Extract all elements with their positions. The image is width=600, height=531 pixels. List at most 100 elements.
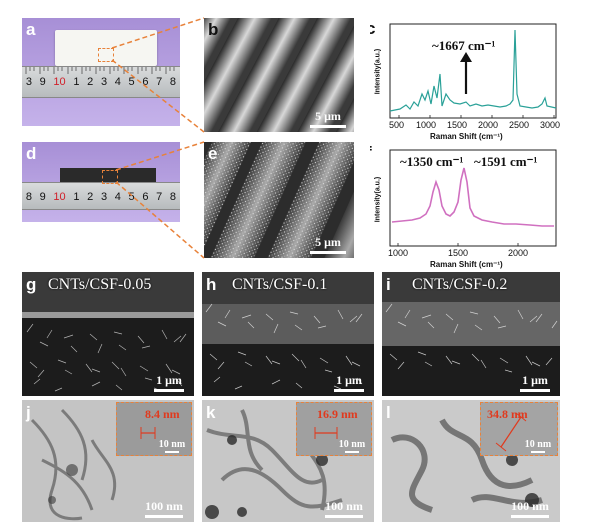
panel-i-sem: i CNTs/CSF-0.2 1 μm — [382, 272, 560, 396]
raman-c-line — [389, 29, 557, 112]
ruler-number: 1 — [73, 76, 80, 88]
sample-label: CNTs/CSF-0.2 — [412, 276, 508, 293]
peak-annotation: ~1667 cm⁻¹ — [432, 38, 496, 53]
ruler-number: 7 — [156, 76, 163, 88]
scale-bar-label: 100 nm — [325, 499, 363, 513]
ruler-number: 4 — [114, 191, 121, 203]
sample-label: CNTs/CSF-0.05 — [48, 276, 152, 293]
panel-b-sem: b 5 μm — [204, 18, 354, 132]
panel-label: j — [26, 403, 31, 422]
scale-bar: 1 μm — [152, 373, 186, 392]
ruler-number: 4 — [114, 76, 121, 88]
panel-f-raman-chart: f ~1350 cm⁻¹ ~1591 cm⁻¹ Intensity(a.u.) … — [370, 144, 560, 270]
x-tick: 1500 — [447, 120, 468, 130]
x-tick: 1000 — [416, 120, 437, 130]
x-tick: 1500 — [448, 248, 469, 258]
inset-wall-thickness: 34.8 nm — [487, 407, 528, 421]
panel-j-tem: 8.4 nm 10 nm j 100 nm — [22, 400, 194, 522]
ruler-number: 6 — [142, 191, 149, 203]
ruler-number: 5 — [128, 76, 135, 88]
ruler: 3 9 10 1 2 3 4 5 6 7 8 — [22, 66, 180, 98]
panel-label: a — [26, 20, 36, 39]
ruler-number: 6 — [142, 76, 149, 88]
scale-bar-label: 100 nm — [511, 499, 549, 513]
inset-scale-bar: 10 nm — [523, 439, 553, 453]
panel-d-photo: 8 9 10 1 2 3 4 5 6 7 8 d — [22, 142, 180, 222]
scale-bar: 5 μm — [308, 109, 348, 128]
inset-hrtem: 8.4 nm 10 nm — [116, 402, 192, 456]
panel-label: h — [206, 275, 217, 294]
peak-annotation-d-band: ~1350 cm⁻¹ — [400, 154, 464, 169]
ruler-number: 10 — [53, 191, 66, 203]
scale-bar: 1 μm — [332, 373, 366, 392]
scale-bar: 1 μm — [518, 373, 552, 392]
ruler-number: 8 — [169, 76, 177, 88]
y-axis-label: Intensity(a.u.) — [374, 176, 382, 223]
inset-hrtem: 16.9 nm 10 nm — [296, 402, 372, 456]
panel-label: g — [26, 275, 37, 294]
ruler-number: 8 — [25, 191, 32, 203]
scale-bar: 5 μm — [308, 235, 348, 254]
scale-bar: 100 nm — [322, 499, 366, 518]
scale-bar-label: 5 μm — [315, 235, 341, 249]
inset-scale-bar: 10 nm — [337, 439, 367, 453]
inset-scale-bar: 10 nm — [157, 439, 187, 453]
selection-box — [102, 170, 118, 184]
panel-label: e — [208, 144, 218, 163]
panel-a-photo: 3 9 10 1 2 3 4 5 6 7 8 a — [22, 18, 180, 126]
inset-hrtem: 34.8 nm 10 nm — [480, 402, 558, 456]
panel-label: k — [206, 403, 216, 422]
x-tick: 500 — [389, 120, 405, 130]
ruler-number: 3 — [100, 191, 108, 203]
x-tick: 2000 — [508, 248, 529, 258]
panel-g-sem: g CNTs/CSF-0.05 1 μm — [22, 272, 194, 396]
raman-f-line — [391, 167, 554, 227]
ruler-number: 3 — [100, 76, 108, 88]
panel-label: d — [26, 144, 37, 163]
inset-wall-thickness: 16.9 nm — [317, 407, 358, 421]
scale-bar-label: 1 μm — [156, 373, 182, 387]
panel-e-sem: e 5 μm — [204, 142, 354, 258]
panel-label: b — [208, 20, 219, 39]
ruler-number: 10 — [53, 76, 66, 88]
ruler-number: 1 — [73, 191, 80, 203]
ruler-number: 5 — [128, 191, 135, 203]
scale-bar-label: 10 nm — [338, 439, 366, 450]
ruler-number: 8 — [169, 191, 177, 203]
panel-c-raman-chart: c ~1667 cm⁻¹ Intensity(a.u.) 500 1000 15… — [370, 14, 560, 142]
panel-l-tem: 34.8 nm 10 nm l 100 nm — [382, 400, 560, 522]
panel-label: f — [370, 144, 372, 161]
panel-label: c — [370, 19, 376, 38]
scale-bar-label: 10 nm — [524, 439, 552, 450]
x-tick: 3000 — [540, 120, 560, 130]
x-axis-label: Raman Shift (cm⁻¹) — [430, 260, 503, 269]
ruler-number: 7 — [156, 191, 163, 203]
selection-box — [98, 48, 114, 62]
scale-bar-label: 100 nm — [145, 499, 183, 513]
x-tick: 2500 — [509, 120, 530, 130]
x-tick: 1000 — [388, 248, 409, 258]
csf-black-block — [60, 168, 156, 184]
x-axis-label: Raman Shift (cm⁻¹) — [430, 132, 503, 141]
peak-annotation-g-band: ~1591 cm⁻¹ — [474, 154, 538, 169]
scale-bar-label: 1 μm — [522, 373, 548, 387]
scale-bar-label: 10 nm — [158, 439, 186, 450]
ruler-number: 3 — [25, 76, 32, 88]
sample-label: CNTs/CSF-0.1 — [232, 276, 328, 293]
ruler-number: 9 — [39, 191, 46, 203]
scale-bar: 100 nm — [508, 499, 552, 518]
x-tick: 2000 — [478, 120, 499, 130]
panel-h-sem: h CNTs/CSF-0.1 1 μm — [202, 272, 374, 396]
ruler-number: 2 — [87, 191, 94, 203]
ruler-number: 2 — [87, 76, 94, 88]
scale-bar-label: 5 μm — [315, 109, 341, 123]
scale-bar-label: 1 μm — [336, 373, 362, 387]
ruler: 8 9 10 1 2 3 4 5 6 7 8 — [22, 182, 180, 210]
panel-k-tem: 16.9 nm 10 nm k 100 nm — [202, 400, 374, 522]
ruler-number: 9 — [39, 76, 46, 88]
scale-bar: 100 nm — [142, 499, 186, 518]
panel-label: l — [386, 403, 391, 422]
inset-wall-thickness: 8.4 nm — [145, 407, 180, 421]
y-axis-label: Intensity(a.u.) — [374, 48, 382, 95]
panel-label: i — [386, 275, 391, 294]
